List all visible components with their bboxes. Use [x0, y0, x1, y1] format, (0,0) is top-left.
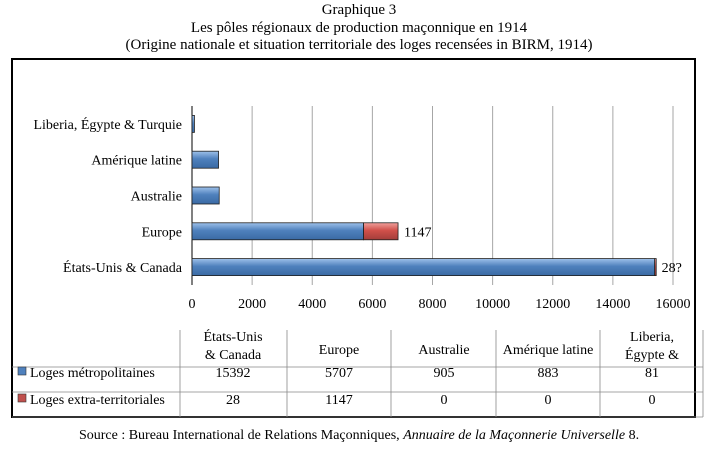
- bar-metropolitan: [191, 150, 219, 169]
- table-cell-value: 81: [645, 366, 659, 381]
- table-header-label: Australie: [418, 343, 469, 358]
- legend-label: Loges extra-territoriales: [30, 393, 165, 408]
- table-cell-value: 0: [441, 393, 448, 408]
- x-tick-label: 16000: [656, 297, 691, 312]
- legend-key-extra-territorial: [17, 393, 27, 403]
- table-header-label: Europe: [319, 343, 359, 358]
- table-cell-value: 5707: [325, 366, 353, 381]
- x-tick-label: 6000: [358, 297, 386, 312]
- bar-metropolitan: [191, 222, 364, 241]
- x-tick-label: 12000: [535, 297, 570, 312]
- table-header-label: Amérique latine: [503, 343, 594, 358]
- x-tick-label: 4000: [298, 297, 326, 312]
- table-header-label: États-Unis: [203, 328, 262, 345]
- chart-title: Graphique 3: [321, 2, 397, 18]
- x-tick-label: 8000: [419, 297, 447, 312]
- bar-extra-territorial: [654, 258, 657, 277]
- x-tick-label: 2000: [238, 297, 266, 312]
- bar-value-label: 1147: [404, 225, 431, 240]
- y-category-label: Australie: [131, 190, 182, 205]
- source-prefix: Source : Bureau International de Relatio…: [78, 428, 404, 443]
- x-tick-label: 10000: [475, 297, 510, 312]
- table-cell-value: 15392: [216, 366, 251, 381]
- chart-subtitle-2: (Origine nationale et situation territor…: [125, 37, 593, 53]
- table-cell-value: 905: [434, 366, 455, 381]
- bar-value-label: 28?: [662, 261, 682, 276]
- legend-label: Loges métropolitaines: [30, 366, 155, 381]
- table-cell-value: 0: [649, 393, 656, 408]
- chart-subtitle: Les pôles régionaux de production maçonn…: [190, 19, 528, 36]
- table-cell-value: 0: [545, 393, 552, 408]
- table-cell-value: 1147: [325, 393, 352, 408]
- chart-titles: Graphique 3 Les pôles régionaux de produ…: [0, 2, 718, 55]
- x-tick-label: 0: [189, 297, 196, 312]
- table-header-label: & Canada: [205, 348, 262, 363]
- bar-extra-territorial: [363, 222, 399, 241]
- y-category-label: Liberia, Égypte & Turquie: [33, 116, 182, 133]
- x-tick-label: 14000: [595, 297, 630, 312]
- bar-metropolitan: [191, 258, 656, 277]
- y-category-label: Amérique latine: [91, 154, 182, 169]
- table-header-label: Égypte &: [625, 346, 679, 363]
- table-cell-value: 28: [226, 393, 240, 408]
- source-suffix: 8.: [625, 428, 640, 443]
- legend-key-metropolitan: [17, 366, 27, 376]
- table-cell-value: 883: [538, 366, 559, 381]
- y-category-label: Europe: [142, 225, 182, 240]
- bar-metropolitan: [191, 186, 220, 205]
- source-work: Annuaire de la Maçonnerie Universelle: [403, 428, 626, 443]
- bar-metropolitan: [191, 115, 195, 133]
- table-header-label: Liberia,: [630, 330, 674, 345]
- source-note: Source : Bureau International de Relatio…: [0, 428, 718, 444]
- y-category-label: États-Unis & Canada: [63, 259, 183, 276]
